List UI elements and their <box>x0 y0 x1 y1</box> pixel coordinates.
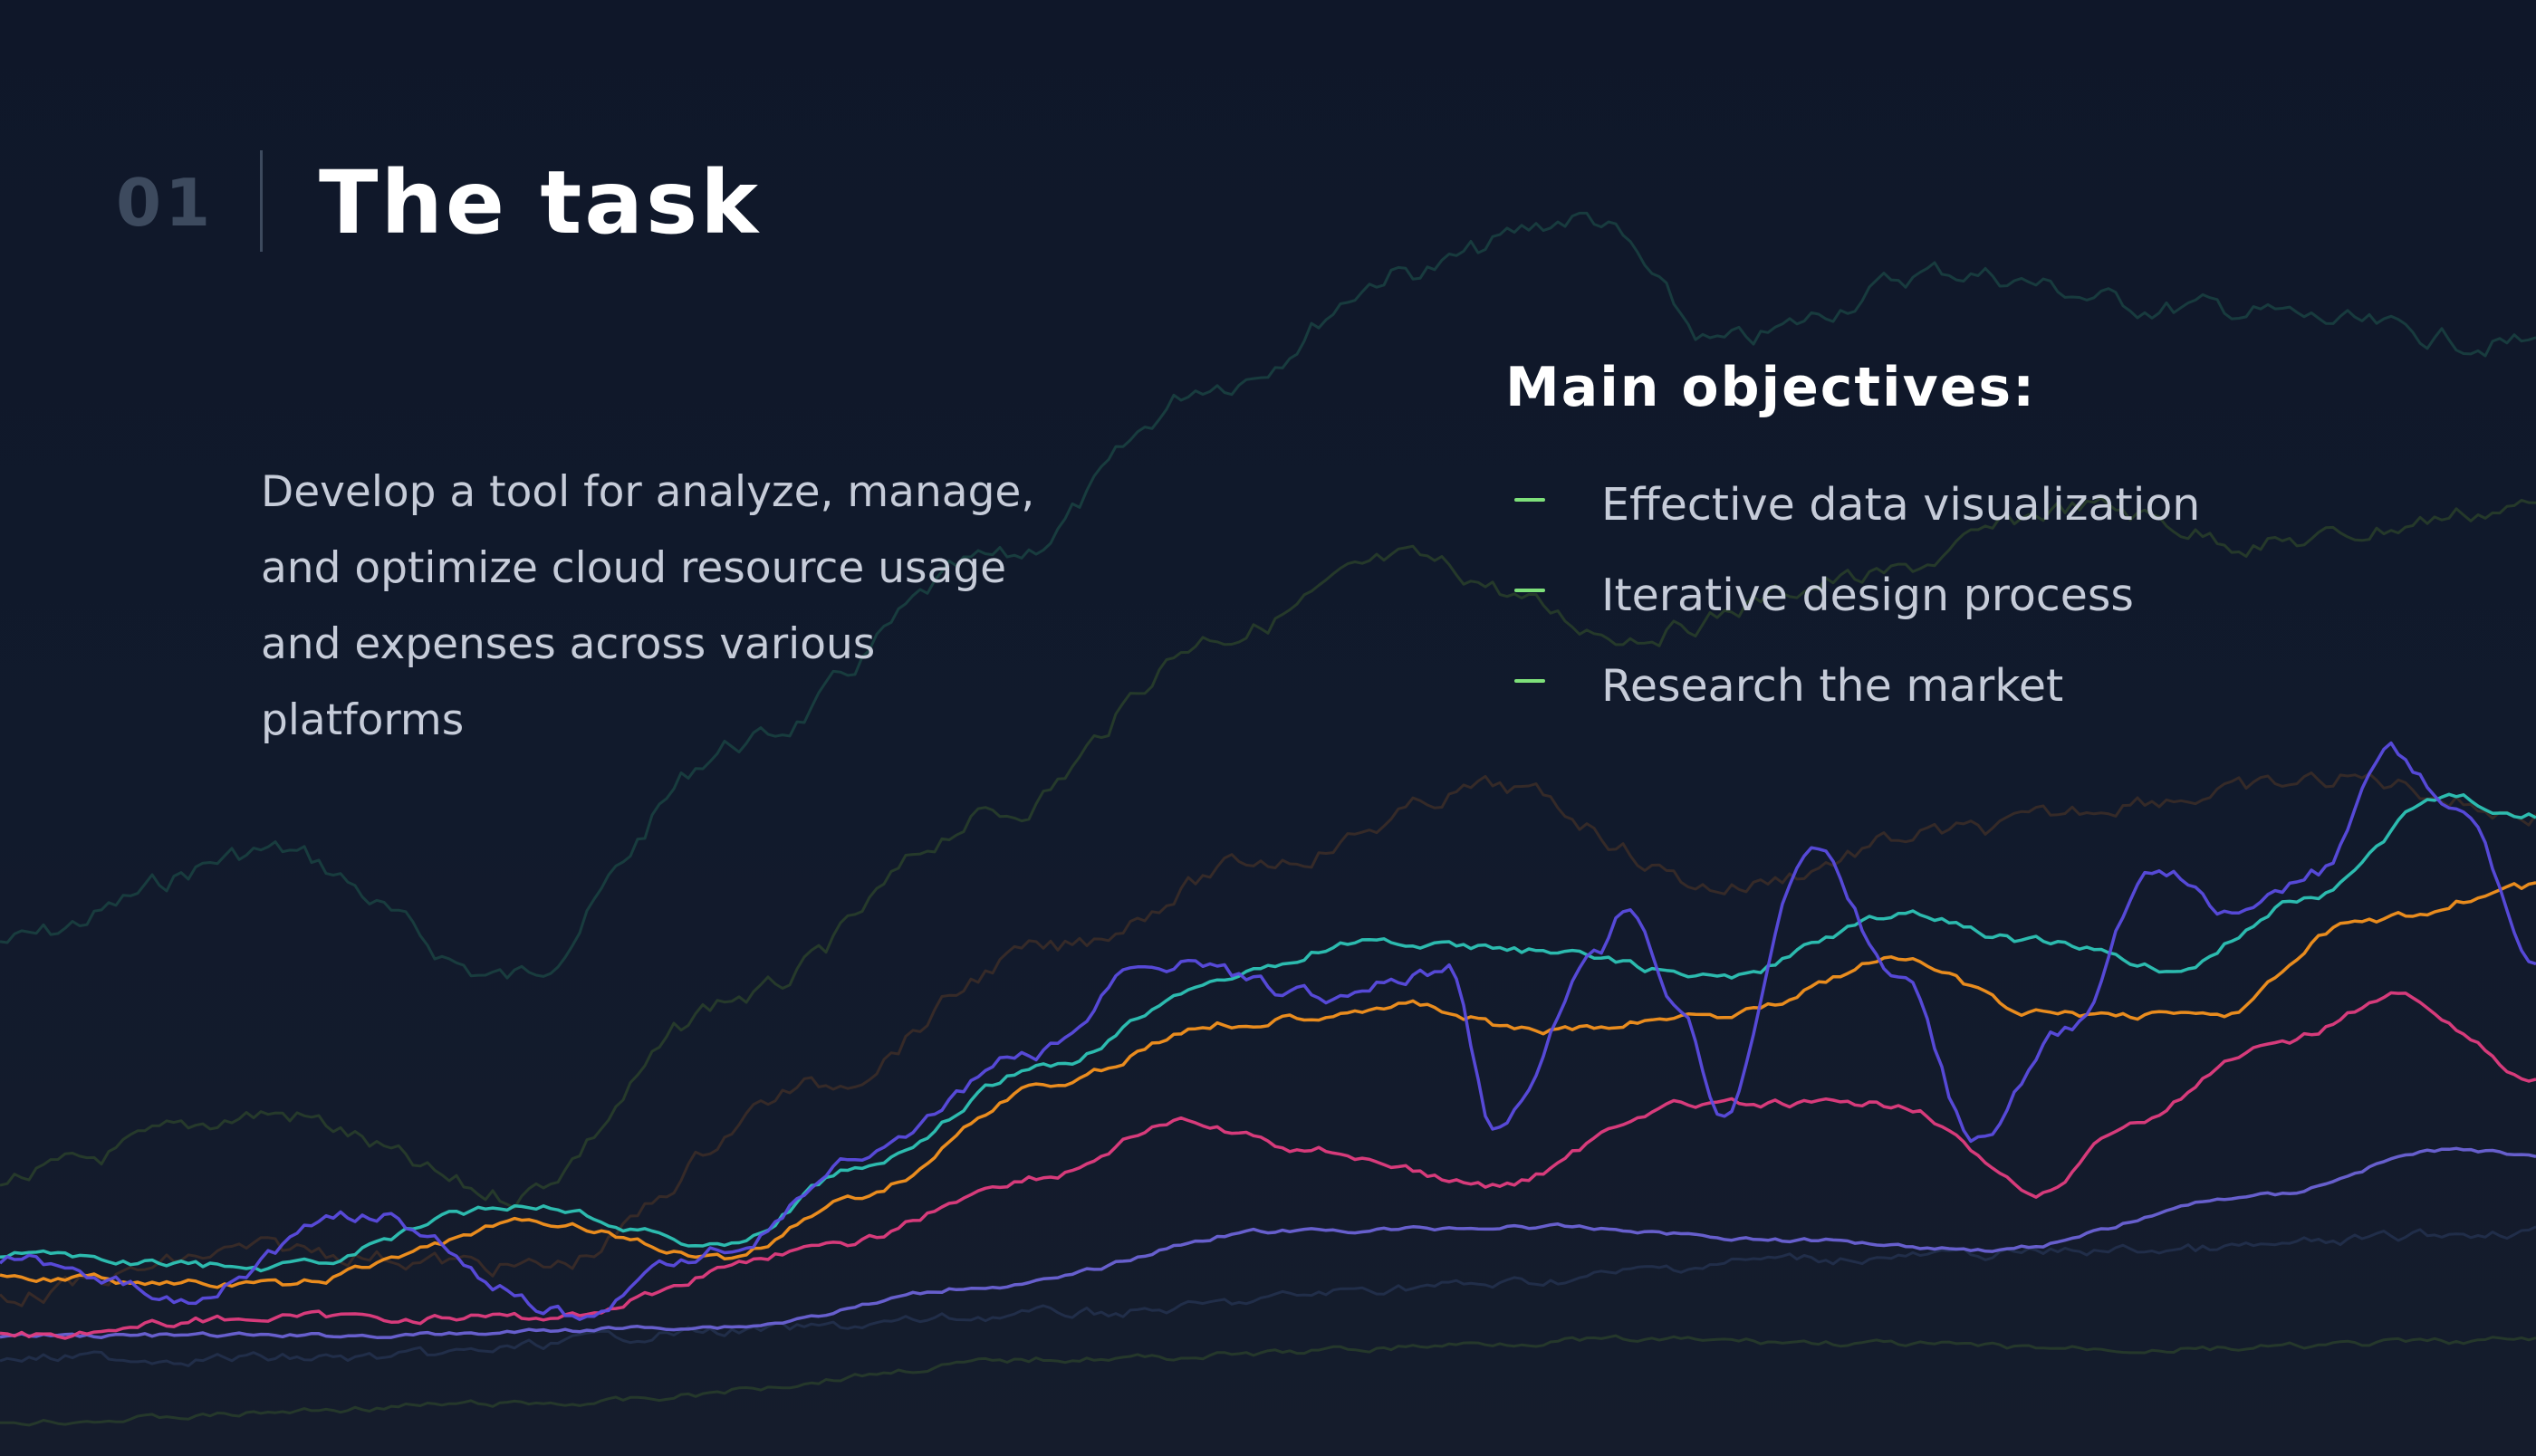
faded-series-line-4 <box>0 1225 2536 1367</box>
faded-series-line-5 <box>0 1334 2536 1427</box>
list-item: Effective data visualization <box>1514 460 2200 551</box>
list-item: Research the market <box>1514 641 2200 732</box>
faded-series-line-3 <box>0 771 2536 1308</box>
series-line-1 <box>0 1146 2536 1339</box>
series-line-5 <box>0 741 2536 1321</box>
series-line-3 <box>0 881 2536 1289</box>
objective-label: Iterative design process <box>1601 570 2134 621</box>
list-item: Iterative design process <box>1514 551 2200 641</box>
series-line-2 <box>0 991 2536 1340</box>
objectives-list: Effective data visualization Iterative d… <box>1514 460 2200 732</box>
title-divider <box>260 150 263 252</box>
objectives-heading: Main objectives: <box>1505 356 2037 419</box>
objective-label: Research the market <box>1601 660 2064 712</box>
dash-icon <box>1514 679 1545 683</box>
page-title: The task <box>319 152 762 254</box>
faded-series-line-2 <box>0 496 2536 1210</box>
dash-icon <box>1514 498 1545 502</box>
task-description: Develop a tool for analyze, manage, and … <box>261 467 1035 745</box>
series-line-4 <box>0 792 2536 1273</box>
objective-label: Effective data visualization <box>1601 479 2201 531</box>
section-number: 01 <box>116 165 215 241</box>
faded-series-line-1 <box>0 211 2536 980</box>
dash-icon <box>1514 589 1545 592</box>
